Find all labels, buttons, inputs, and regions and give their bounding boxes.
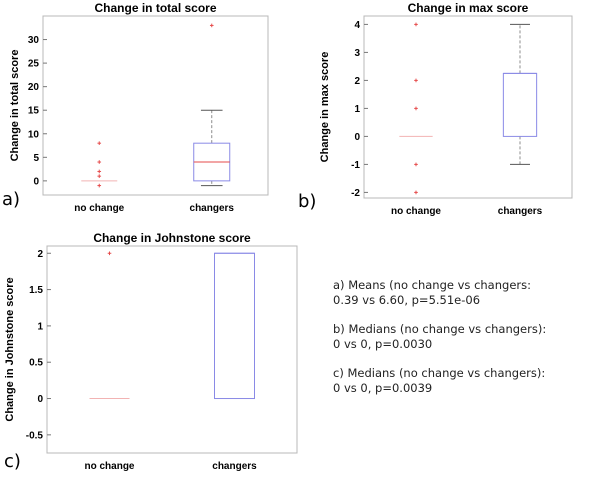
plot-frame bbox=[363, 15, 573, 199]
outlier bbox=[209, 23, 214, 28]
panel-label: a) bbox=[2, 189, 20, 210]
y-axis-label: Change in Johnstone score bbox=[4, 277, 16, 421]
y-tick-label: 30 bbox=[28, 35, 40, 46]
y-tick-label: -0.5 bbox=[26, 430, 44, 441]
box-no-change bbox=[81, 141, 118, 188]
y-tick-label: 0.5 bbox=[29, 358, 43, 369]
y-tick-label: 1 bbox=[354, 104, 360, 115]
y-tick-label: 1.5 bbox=[29, 285, 43, 296]
box-changers bbox=[502, 23, 538, 165]
x-tick-label: no change bbox=[391, 206, 441, 217]
outlier bbox=[414, 78, 418, 83]
y-tick-label: 25 bbox=[28, 59, 40, 70]
y-tick-label: 20 bbox=[28, 82, 40, 93]
panel-label: b) bbox=[298, 191, 316, 212]
box-body bbox=[502, 72, 538, 137]
y-tick-label: 5 bbox=[33, 153, 39, 164]
box-no-change bbox=[89, 251, 130, 400]
y-tick-label: 10 bbox=[28, 129, 40, 140]
outlier bbox=[97, 141, 102, 145]
x-tick-label: no change bbox=[74, 203, 124, 214]
box-changers bbox=[193, 23, 231, 187]
y-tick-label: 3 bbox=[354, 48, 360, 59]
chart-1: Change in total score Change in total sco… bbox=[2, 1, 269, 214]
y-tick-label: -1 bbox=[351, 160, 360, 171]
x-tick-label: changers bbox=[190, 203, 235, 214]
y-axis-label: Change in max score bbox=[319, 52, 331, 163]
y-tick-label: -2 bbox=[351, 188, 360, 199]
y-tick-label: 1 bbox=[37, 321, 43, 332]
outlier bbox=[414, 162, 418, 167]
y-tick-label: 0 bbox=[37, 394, 43, 405]
chart-3: Change in Johnstone score Change in Johns… bbox=[4, 231, 298, 472]
box-no-change bbox=[399, 22, 433, 195]
plot-frame bbox=[46, 245, 298, 454]
outlier bbox=[97, 160, 102, 164]
outlier bbox=[97, 174, 102, 178]
y-tick-label: 0 bbox=[33, 176, 39, 187]
panel-label: c) bbox=[4, 451, 21, 472]
box-body bbox=[214, 252, 255, 400]
outlier bbox=[97, 183, 102, 188]
note-a: a) Means (no change vs changers: 0.39 vs … bbox=[333, 278, 531, 307]
chart-title: Change in total score bbox=[94, 1, 216, 15]
box-changers bbox=[214, 252, 255, 400]
y-tick-label: 2 bbox=[354, 76, 360, 87]
note-c: c) Medians (no change vs changers): 0 vs … bbox=[333, 366, 546, 395]
x-tick-label: changers bbox=[498, 206, 543, 217]
outlier bbox=[414, 190, 418, 195]
y-tick-label: 4 bbox=[354, 20, 360, 31]
chart-title: Change in max score bbox=[408, 1, 529, 15]
outlier bbox=[414, 106, 418, 111]
y-tick-label: 2 bbox=[37, 249, 43, 260]
y-tick-label: 0 bbox=[354, 132, 360, 143]
outlier bbox=[414, 22, 418, 27]
x-tick-label: no change bbox=[84, 461, 134, 472]
note-b: b) Medians (no change vs changers): 0 vs … bbox=[333, 322, 547, 351]
outlier bbox=[97, 169, 102, 174]
y-tick-label: 15 bbox=[28, 106, 40, 117]
outlier bbox=[107, 251, 112, 256]
stats-notes: a) Means (no change vs changers: 0.39 vs … bbox=[333, 278, 601, 410]
plot-frame bbox=[42, 15, 269, 196]
chart-2: Change in max score Change in max score b)… bbox=[298, 1, 573, 217]
chart-title: Change in Johnstone score bbox=[93, 231, 251, 245]
x-tick-label: changers bbox=[212, 461, 257, 472]
y-axis-label: Change in total score bbox=[9, 50, 21, 162]
